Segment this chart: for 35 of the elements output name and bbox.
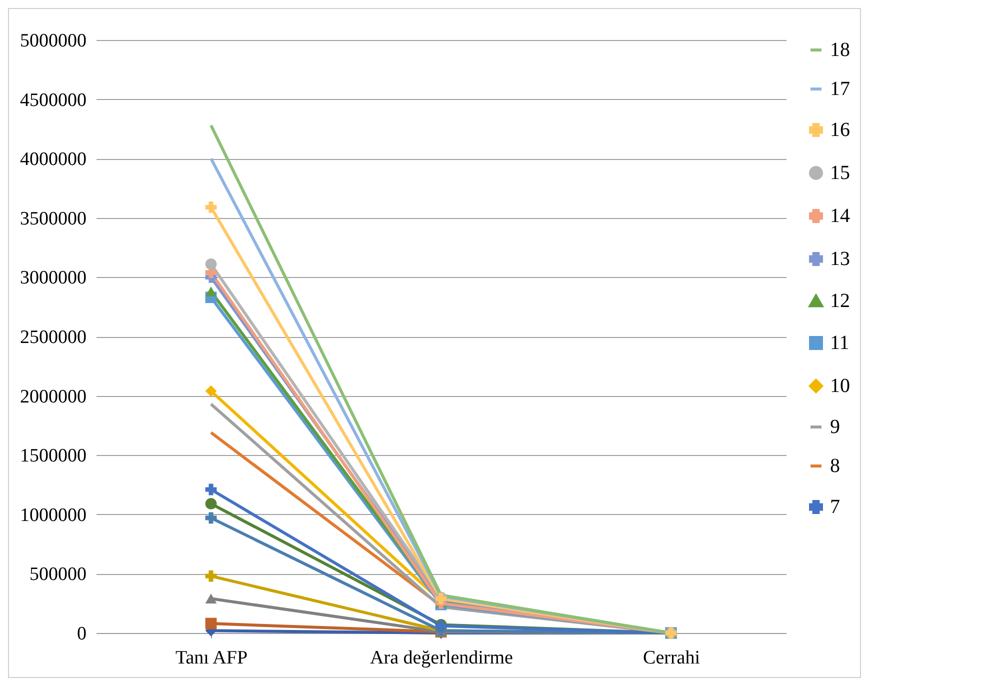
y-tick-label: 4500000 — [20, 90, 86, 111]
legend-label: 10 — [830, 375, 850, 397]
legend-label: 12 — [830, 290, 850, 312]
y-tick-label: 5000000 — [20, 30, 86, 52]
point — [205, 385, 217, 397]
point — [205, 484, 217, 496]
x-tick-label: Cerrahi — [643, 648, 700, 668]
point — [205, 286, 217, 296]
legend-label: 11 — [830, 332, 850, 354]
point — [205, 498, 217, 510]
y-tick-label: 500000 — [30, 564, 86, 586]
point — [205, 258, 217, 270]
legend-label: 14 — [830, 205, 850, 227]
point — [205, 570, 217, 582]
legend-label: 15 — [830, 162, 850, 184]
y-tick-label: 2500000 — [20, 327, 86, 348]
point — [205, 618, 217, 630]
x-tick-label: Ara değerlendirme — [370, 648, 513, 668]
legend-label: 18 — [830, 39, 850, 61]
y-tick-label: 2000000 — [20, 386, 86, 408]
y-tick-label: 1500000 — [20, 446, 86, 467]
point — [205, 202, 217, 213]
y-tick-label: 1000000 — [20, 504, 86, 526]
legend-label: 9 — [830, 416, 840, 438]
point — [205, 512, 217, 524]
x-tick-label: Tanı AFP — [175, 648, 248, 668]
legend-label: 7 — [830, 496, 840, 518]
legend-label: 13 — [830, 248, 850, 270]
legend-label: 8 — [830, 455, 840, 477]
legend-label: 16 — [830, 119, 850, 141]
y-tick-label: 4000000 — [20, 149, 86, 170]
legend-label: 17 — [830, 78, 850, 100]
y-tick-label: 3500000 — [20, 208, 86, 230]
y-tick-label: 0 — [77, 624, 86, 644]
y-tick-label: 3000000 — [20, 268, 86, 289]
